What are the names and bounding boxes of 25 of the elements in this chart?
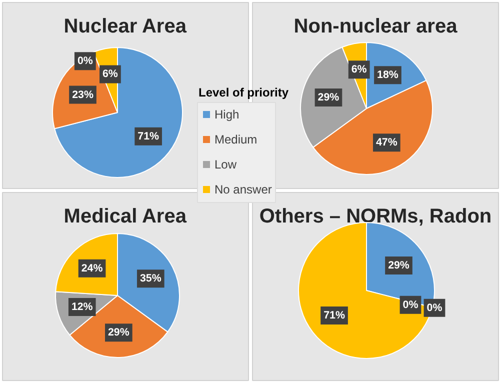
legend-label: High (214, 108, 240, 122)
text: 0% (77, 55, 93, 68)
data-label: 71% (324, 310, 346, 322)
data-label: 18% (377, 69, 399, 82)
legend-title: Level of priority (198, 86, 289, 100)
legend-label: Medium (214, 132, 258, 146)
chart-title: Nuclear Area (64, 16, 188, 38)
data-label: 29% (388, 259, 410, 272)
chart-title: Medical Area (64, 206, 188, 228)
data-label: 29% (318, 91, 340, 104)
data-label: 6% (351, 64, 368, 76)
chart-title: Others – NORMs, Radon (259, 206, 492, 228)
data-label: 24% (81, 262, 104, 274)
legend-label: No answer (214, 182, 272, 196)
text: 0% (426, 302, 442, 314)
data-label: 35% (140, 272, 162, 285)
data-label: 6% (102, 68, 118, 80)
data-label: 23% (72, 88, 94, 101)
data-label: 47% (376, 136, 398, 149)
legend-label: Low (214, 158, 237, 172)
data-label: 71% (138, 130, 160, 142)
data-label: 29% (108, 326, 130, 339)
chart-title: Non-nuclear area (294, 16, 458, 38)
text: 0% (402, 298, 418, 311)
data-label: 12% (71, 300, 94, 313)
